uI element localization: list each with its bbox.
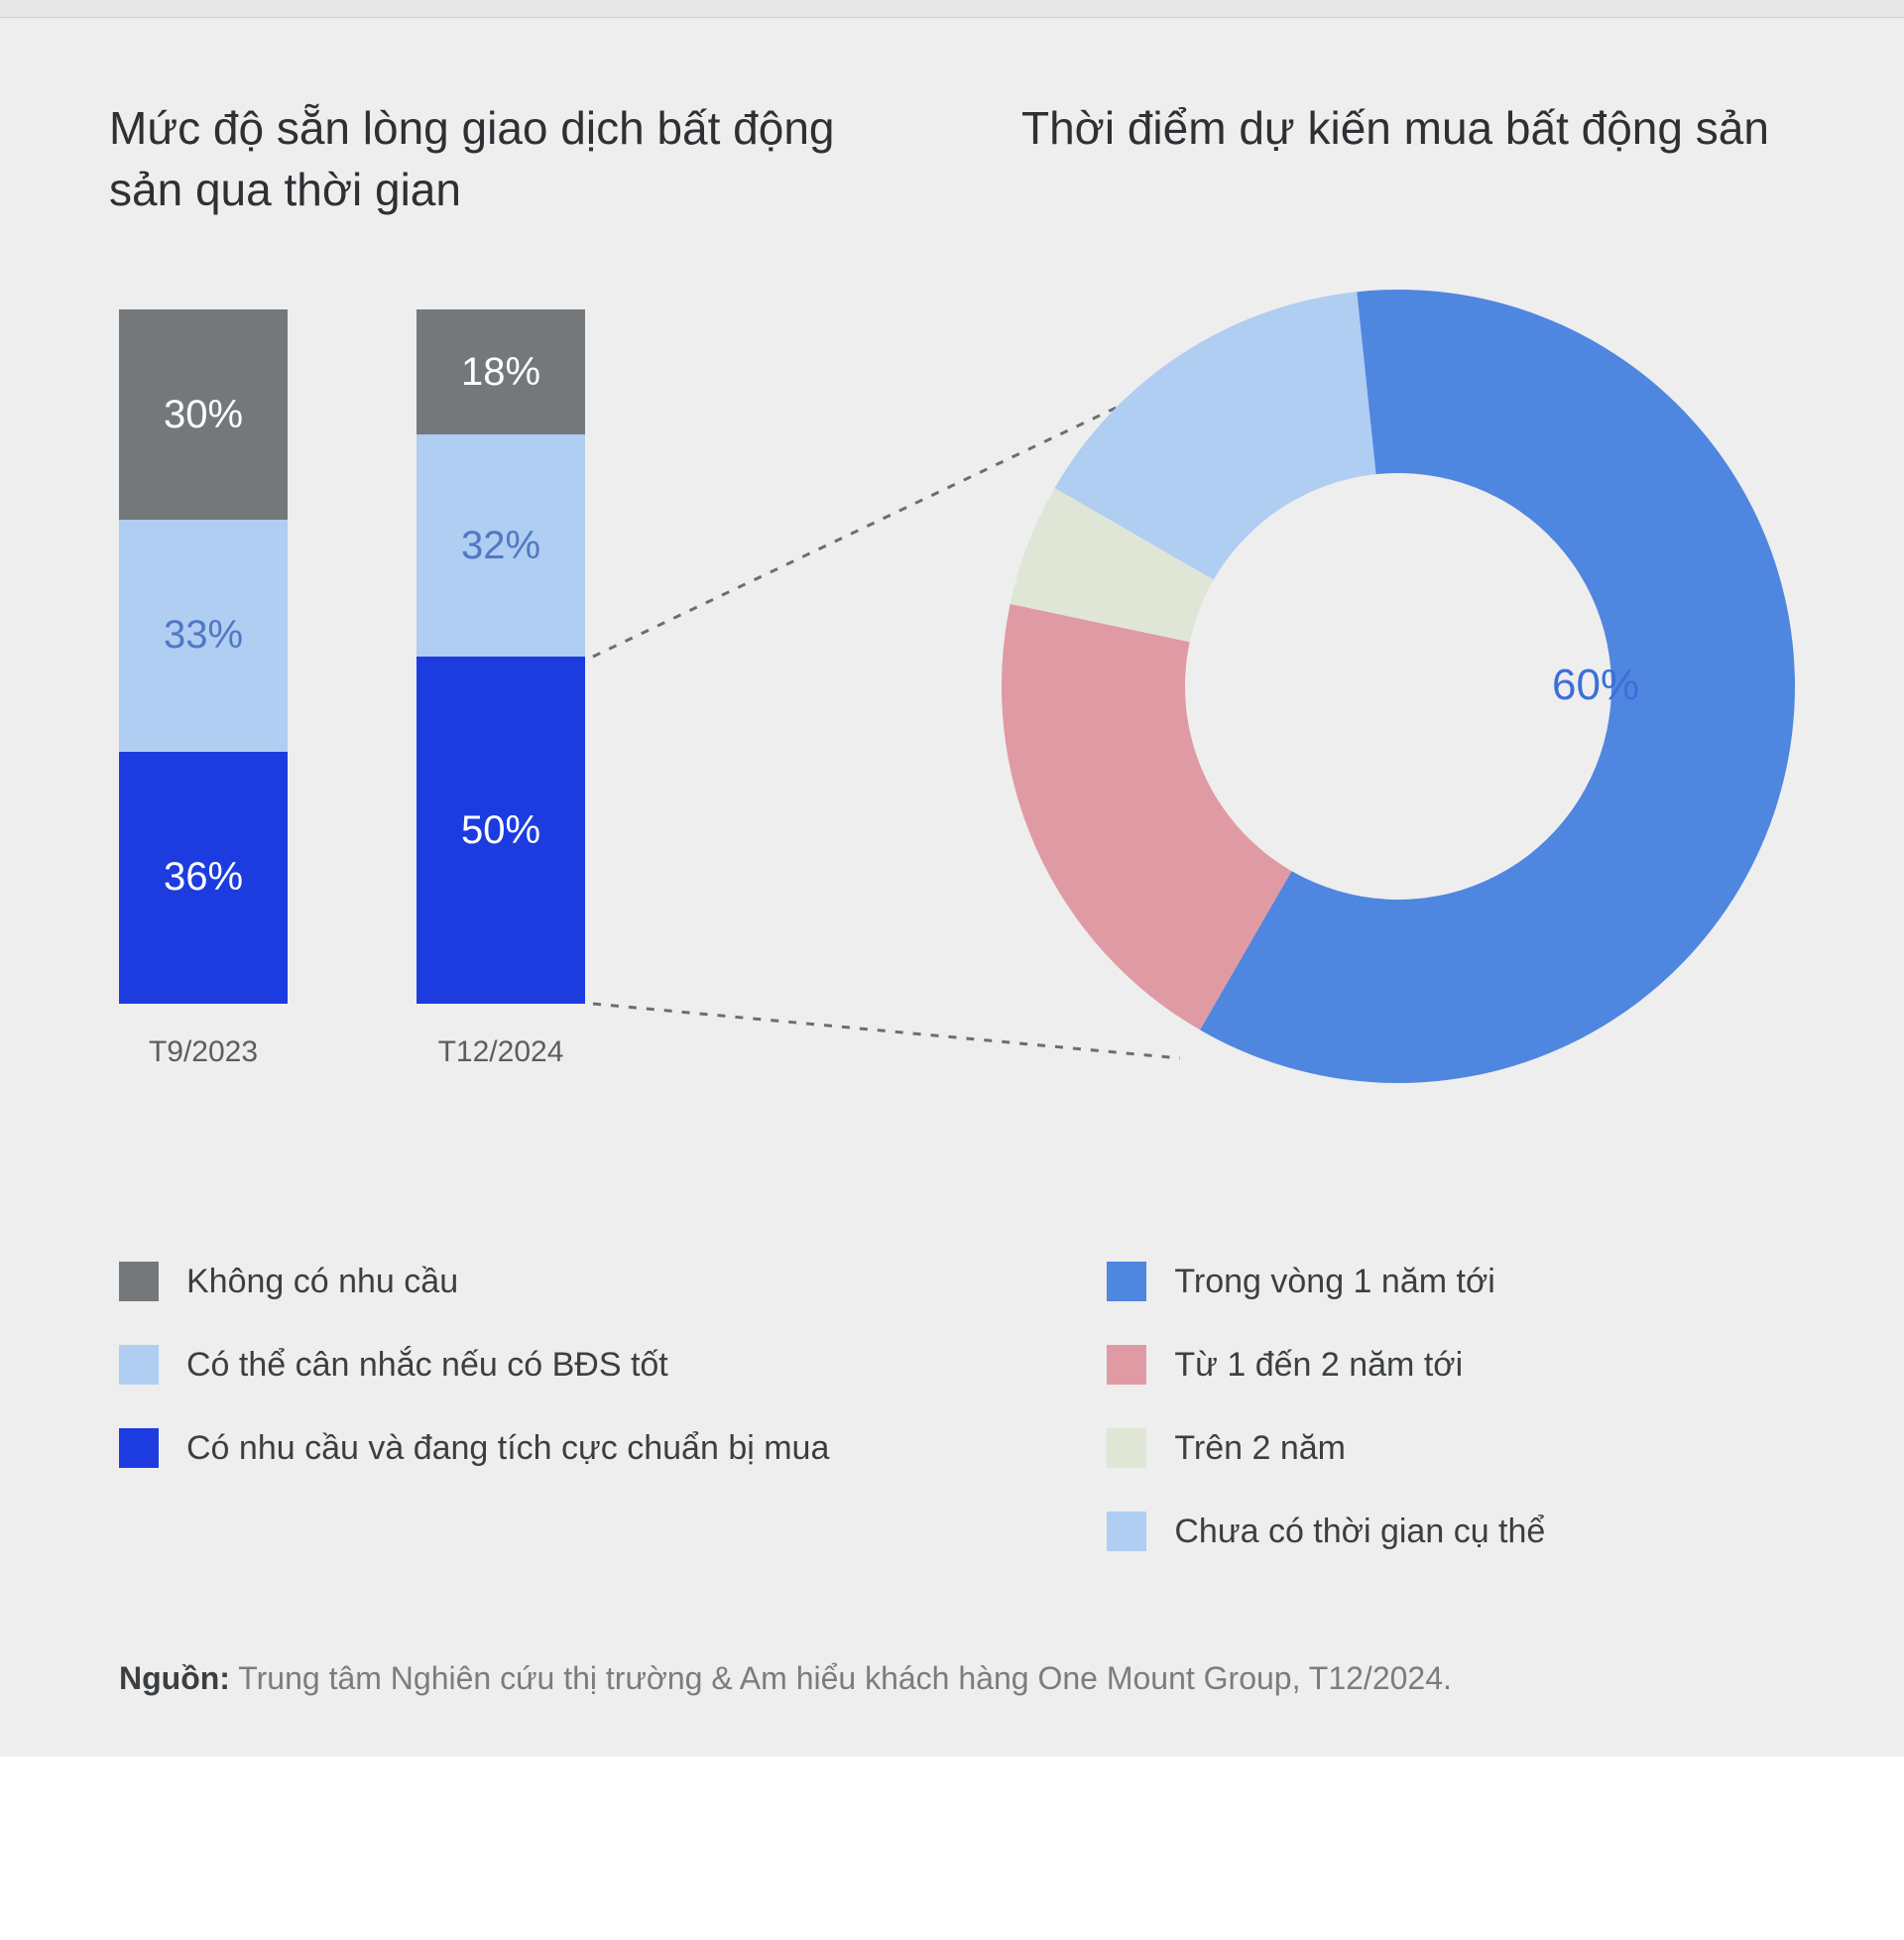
legend-left: Không có nhu cầu Có thể cân nhắc nếu có B…: [119, 1262, 829, 1551]
legend-label: Không có nhu cầu: [186, 1263, 458, 1301]
bar-segment: 18%: [416, 309, 585, 434]
legend-swatch: [1107, 1345, 1146, 1385]
right-chart-title: Thời điểm dự kiến mua bất động sản: [1021, 97, 1769, 220]
donut-center-label: 60%: [1552, 661, 1639, 710]
legend-swatch: [119, 1262, 159, 1301]
bar-x-label: T9/2023: [149, 1035, 258, 1069]
legend-item: Chưa có thời gian cụ thể: [1107, 1512, 1545, 1551]
stacked-bar: 30%33%36%: [119, 309, 288, 1004]
top-divider: [0, 0, 1904, 18]
legend-right: Trong vòng 1 năm tới Từ 1 đến 2 năm tới Tr…: [1107, 1262, 1545, 1551]
legend-label: Chưa có thời gian cụ thể: [1174, 1513, 1545, 1551]
bar-x-label: T12/2024: [438, 1035, 564, 1069]
legend-item: Trong vòng 1 năm tới: [1107, 1262, 1545, 1301]
legend-item: Có thể cân nhắc nếu có BĐS tốt: [119, 1345, 829, 1385]
bar-segment: 50%: [416, 657, 585, 1004]
left-chart-title: Mức độ sẵn lòng giao dịch bất động sản q…: [109, 97, 863, 220]
chart-canvas: Mức độ sẵn lòng giao dịch bất động sản q…: [0, 18, 1904, 1757]
bar-column: 18%32%50% T12/2024: [416, 309, 585, 1069]
legend-item: Từ 1 đến 2 năm tới: [1107, 1345, 1545, 1385]
bar-segment: 33%: [119, 520, 288, 751]
legend-swatch: [1107, 1512, 1146, 1551]
bar-column: 30%33%36% T9/2023: [119, 309, 288, 1069]
titles-row: Mức độ sẵn lòng giao dịch bất động sản q…: [109, 97, 1805, 220]
legend-swatch: [1107, 1262, 1146, 1301]
legend-label: Có thể cân nhắc nếu có BĐS tốt: [186, 1346, 668, 1385]
legend-swatch: [1107, 1428, 1146, 1468]
source-text: Trung tâm Nghiên cứu thị trường & Am hiể…: [238, 1660, 1452, 1696]
legend-swatch: [119, 1345, 159, 1385]
source-line: Nguồn: Trung tâm Nghiên cứu thị trường &…: [109, 1660, 1805, 1697]
bar-segment: 36%: [119, 752, 288, 1005]
source-prefix: Nguồn:: [119, 1660, 230, 1696]
legend-item: Không có nhu cầu: [119, 1262, 829, 1301]
legend-label: Trên 2 năm: [1174, 1429, 1346, 1468]
legend-swatch: [119, 1428, 159, 1468]
legend-label: Có nhu cầu và đang tích cực chuẩn bị mua: [186, 1429, 829, 1468]
legend-item: Trên 2 năm: [1107, 1428, 1545, 1468]
legend-label: Trong vòng 1 năm tới: [1174, 1263, 1494, 1301]
legend-item: Có nhu cầu và đang tích cực chuẩn bị mua: [119, 1428, 829, 1468]
stacked-bar: 18%32%50%: [416, 309, 585, 1004]
donut-chart: 60%: [992, 280, 1805, 1098]
charts-row: 30%33%36% T9/2023 18%32%50% T12/2024 60%: [109, 309, 1805, 1123]
bar-segment: 30%: [119, 309, 288, 520]
legends-row: Không có nhu cầu Có thể cân nhắc nếu có B…: [109, 1262, 1805, 1551]
legend-label: Từ 1 đến 2 năm tới: [1174, 1346, 1463, 1385]
bar-segment: 32%: [416, 434, 585, 657]
stacked-bar-chart: 30%33%36% T9/2023 18%32%50% T12/2024: [109, 309, 585, 1069]
